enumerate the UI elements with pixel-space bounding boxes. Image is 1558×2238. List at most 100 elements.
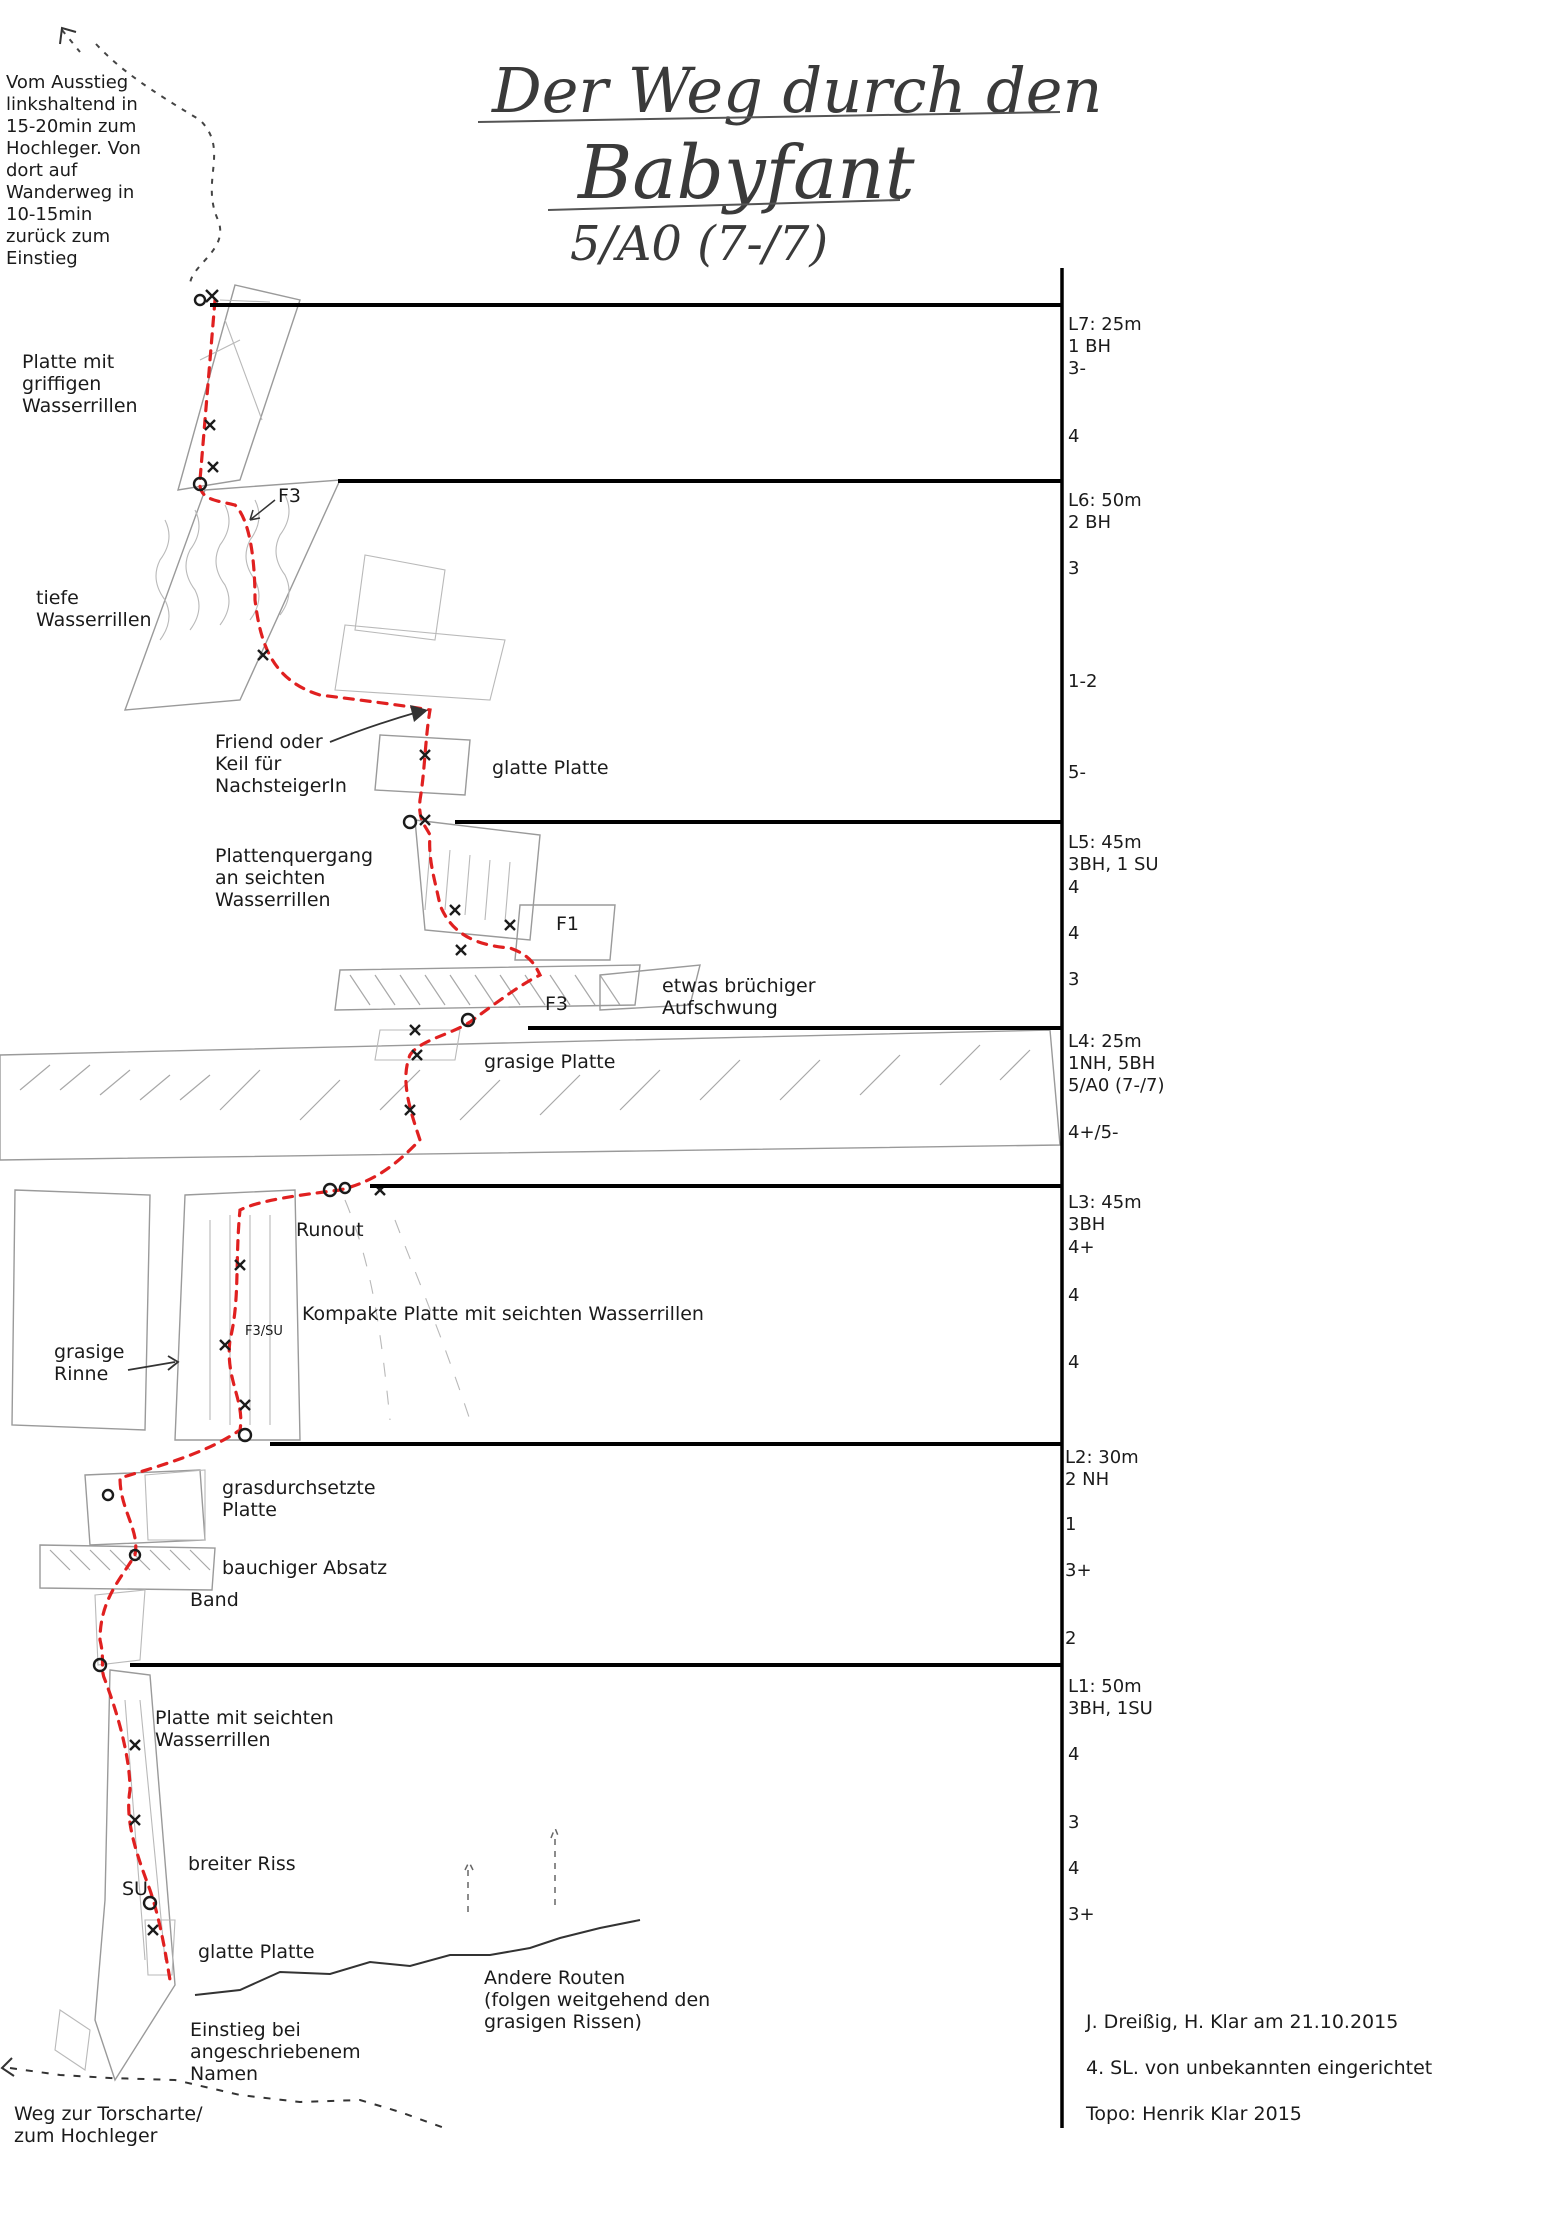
climbing-route-line: [98, 298, 543, 1982]
annotation-text: grasige: [54, 1341, 124, 1363]
route-annotations: Platte mit griffigen Wasserrillen F3 tie…: [14, 351, 816, 2147]
annotation-text: Wasserrillen: [215, 889, 331, 911]
pitch-protection: 5/A0 (7-/7): [1068, 1075, 1165, 1096]
descent-note-line: dort auf: [6, 160, 78, 181]
annotation-text: etwas brüchiger: [662, 975, 816, 997]
pitch-grade: 4: [1068, 426, 1079, 447]
annotation-text: SU: [122, 1878, 148, 1900]
pitch-protection: 2 BH: [1068, 512, 1111, 533]
annotation-text: zum Hochleger: [14, 2125, 158, 2147]
pitch-grade: 3: [1068, 969, 1079, 990]
annotation-text: F3: [545, 993, 568, 1015]
annotation-text: tiefe: [36, 587, 79, 609]
annotation-text: Wasserrillen: [155, 1729, 271, 1751]
descent-note-line: Hochleger. Von: [6, 138, 141, 159]
annotation-text: (folgen weitgehend den: [484, 1989, 710, 2011]
pitch-name: L4: 25m: [1068, 1031, 1142, 1052]
pitch-grade: 3+: [1068, 1904, 1095, 1925]
credit-line: Topo: Henrik Klar 2015: [1085, 2103, 1302, 2125]
protection-marks: [92, 289, 516, 1936]
descent-note-line: 10-15min: [6, 204, 92, 225]
rock-sketch: [0, 284, 1061, 2131]
pitch-grade: 4: [1068, 1858, 1079, 1879]
descent-path: [61, 29, 222, 286]
annotation-text: Band: [190, 1589, 239, 1611]
annotation-text: griffigen: [22, 373, 101, 395]
credits: J. Dreißig, H. Klar am 21.10.2015 4. SL.…: [1085, 2011, 1432, 2125]
ground-line: [194, 1919, 641, 1996]
annotation-text: Plattenquergang: [215, 845, 373, 867]
pitch-grade: 4: [1068, 1744, 1079, 1765]
pitch-grade: 4+: [1068, 1237, 1095, 1258]
credit-line: J. Dreißig, H. Klar am 21.10.2015: [1085, 2011, 1398, 2033]
descent-note-line: Vom Ausstieg: [6, 72, 128, 93]
pitch-grade: 4: [1068, 877, 1079, 898]
pitch-name: L2: 30m: [1065, 1447, 1139, 1468]
annotation-text: Keil für: [215, 753, 282, 775]
annotation-text: Einstieg bei: [190, 2019, 301, 2041]
annotation-text: Runout: [296, 1219, 364, 1241]
credit-line: 4. SL. von unbekannten eingerichtet: [1086, 2057, 1432, 2079]
pitch-name: L7: 25m: [1068, 314, 1142, 335]
pitch-grade: 3+: [1065, 1560, 1092, 1581]
annotation-text: Wasserrillen: [22, 395, 138, 417]
pitch-protection: 1NH, 5BH: [1068, 1053, 1155, 1074]
annotation-text: Platte mit: [22, 351, 114, 373]
annotation-text: grasdurchsetzte: [222, 1477, 376, 1499]
annotation-text: Weg zur Torscharte/: [14, 2103, 203, 2125]
title-block: Der Weg durch den Babyfant 5/A0 (7-/7): [477, 54, 1102, 272]
pitch-grade: 3-: [1068, 358, 1086, 379]
pitch-grade: 1-2: [1068, 671, 1097, 692]
pitch-grade: 1: [1065, 1514, 1076, 1535]
title-line2: Babyfant: [576, 130, 915, 216]
annotation-text: NachsteigerIn: [215, 775, 347, 797]
approach-path: [9, 2067, 451, 2131]
pitch-grade: 3: [1068, 1812, 1079, 1833]
descent-note-line: zurück zum: [6, 226, 110, 247]
annotation-text: Andere Routen: [484, 1967, 625, 1989]
title-grade: 5/A0 (7-/7): [570, 216, 828, 272]
pitch-grade: 4+/5-: [1068, 1122, 1119, 1143]
annotation-text: glatte Platte: [198, 1941, 315, 1963]
annotation-text: breiter Riss: [188, 1853, 296, 1875]
annotation-text: angeschriebenem: [190, 2041, 361, 2063]
annotation-text: glatte Platte: [492, 757, 609, 779]
pitch-grade: 4: [1068, 923, 1079, 944]
annotation-text: grasige Platte: [484, 1051, 615, 1073]
pitch-protection: 3BH, 1SU: [1068, 1698, 1153, 1719]
descent-note: Vom Ausstieg linkshaltend in 15-20min zu…: [6, 26, 222, 286]
annotation-text: Wasserrillen: [36, 609, 152, 631]
pitch-grade: 3: [1068, 558, 1079, 579]
pitch-grade: 4: [1068, 1285, 1079, 1306]
pitch-info: L7: 25m 1 BH 3- 4 L6: 50m 2 BH 3 1-2 5- …: [1065, 314, 1165, 1925]
approach-arrow-icon: [0, 2057, 15, 2077]
pitch-name: L3: 45m: [1068, 1192, 1142, 1213]
pitch-name: L5: 45m: [1068, 832, 1142, 853]
descent-arrow-icon: [59, 26, 77, 45]
pitch-name: L1: 50m: [1068, 1676, 1142, 1697]
annotation-text: Friend oder: [215, 731, 323, 753]
descent-note-line: Wanderweg in: [6, 182, 134, 203]
pitch-grade: 2: [1065, 1628, 1076, 1649]
pitch-scale: [130, 268, 1064, 2128]
descent-note-line: linkshaltend in: [6, 94, 138, 115]
pitch-name: L6: 50m: [1068, 490, 1142, 511]
pitch-grade: 5-: [1068, 762, 1086, 783]
annotation-text: F1: [556, 913, 579, 935]
annotation-text: an seichten: [215, 867, 325, 889]
annotation-text: grasigen Rissen): [484, 2011, 642, 2033]
pitch-protection: 3BH, 1 SU: [1068, 854, 1159, 875]
annotation-text: Rinne: [54, 1363, 108, 1385]
annotation-text: Platte: [222, 1499, 277, 1521]
pitch-protection: 1 BH: [1068, 336, 1111, 357]
annotation-text: Kompakte Platte mit seichten Wasserrille…: [302, 1303, 704, 1325]
annotation-text: F3/SU: [245, 1324, 283, 1339]
title-line1: Der Weg durch den: [491, 54, 1102, 127]
annotation-text: bauchiger Absatz: [222, 1557, 387, 1579]
annotation-text: Namen: [190, 2063, 258, 2085]
descent-note-line: 15-20min zum: [6, 116, 136, 137]
descent-note-line: Einstieg: [6, 248, 78, 269]
annotation-text: Platte mit seichten: [155, 1707, 334, 1729]
pitch-protection: 2 NH: [1065, 1469, 1109, 1490]
